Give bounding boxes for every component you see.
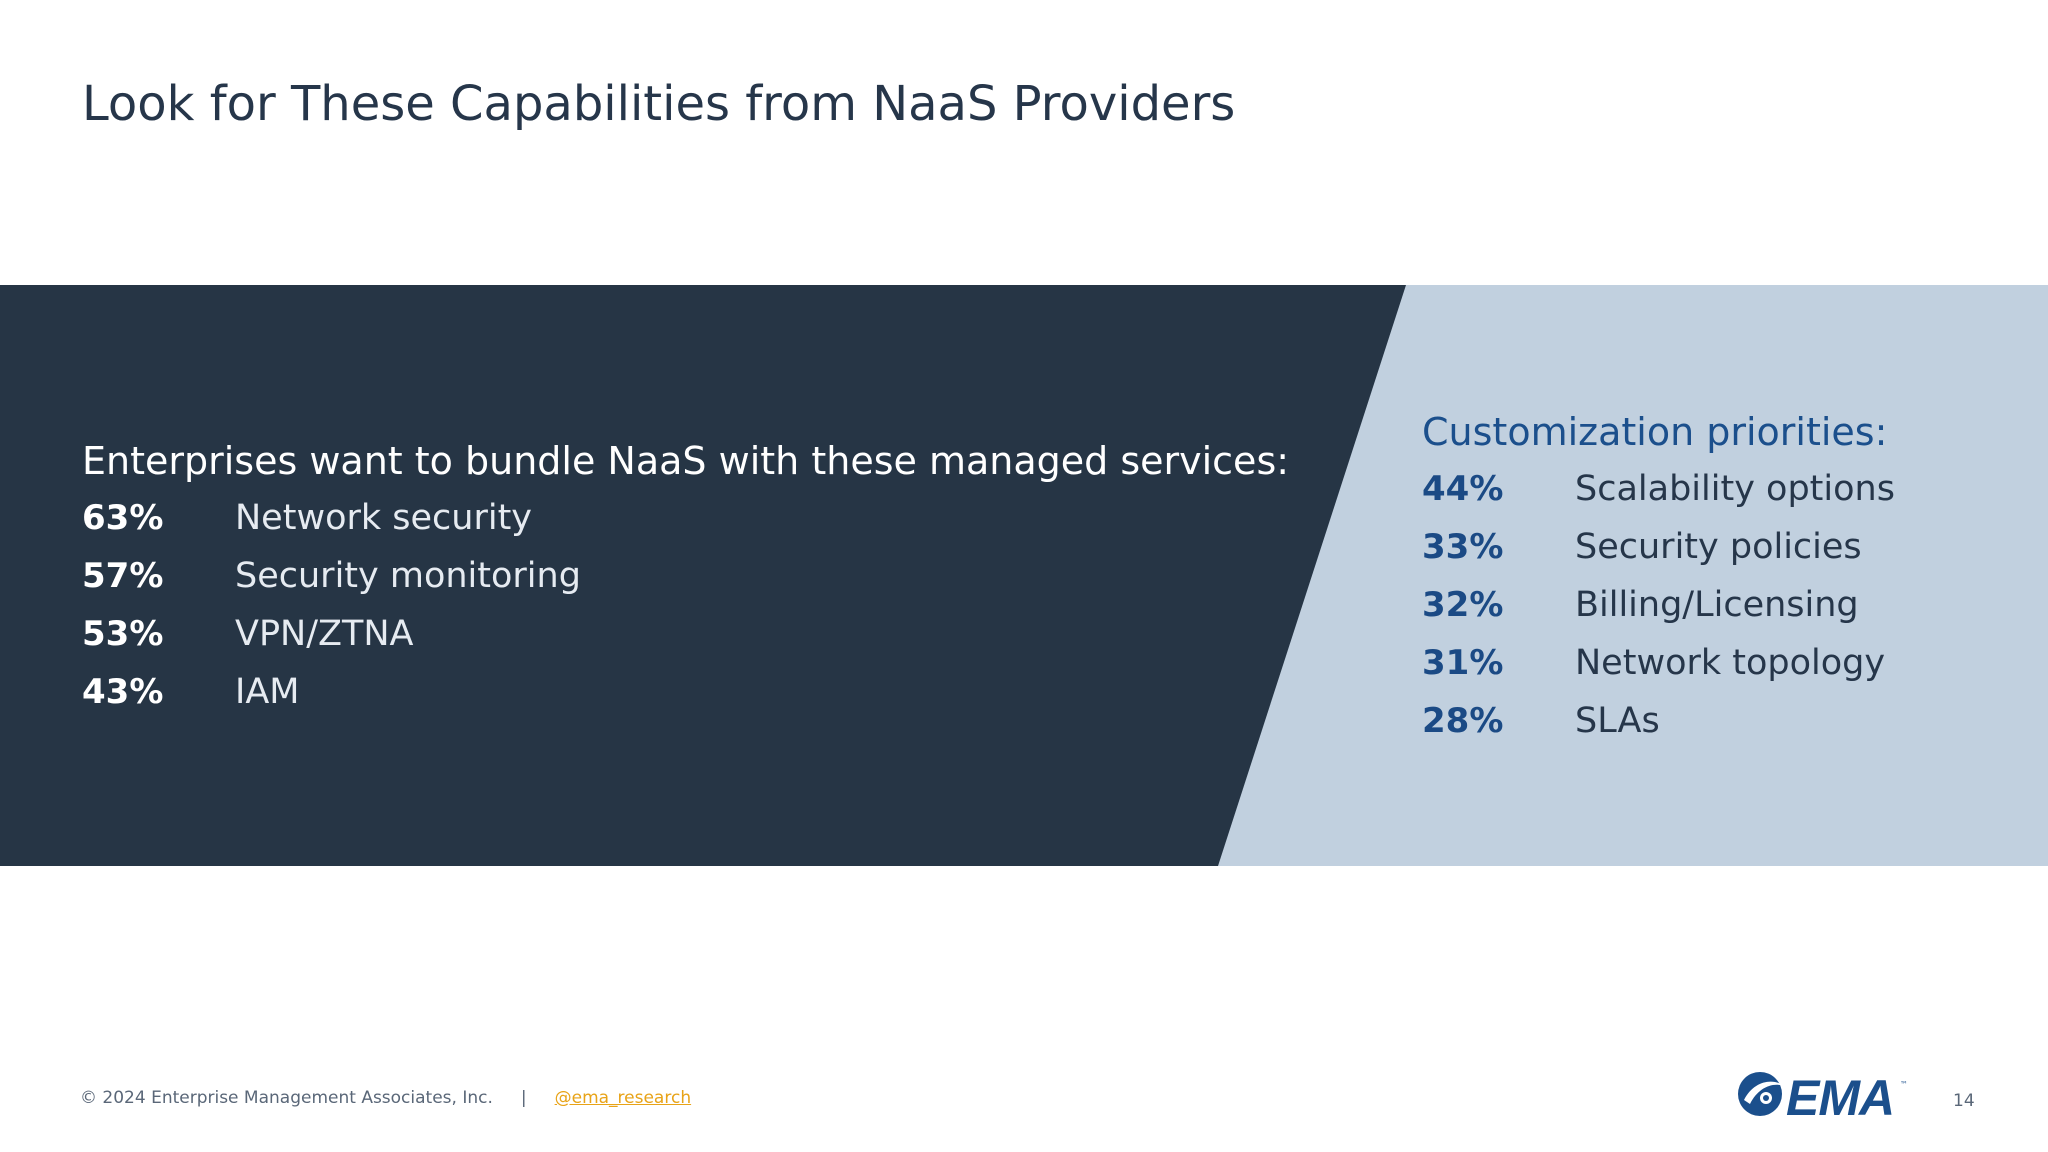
trademark-symbol: ™ <box>1900 1080 1908 1089</box>
managed-services-block: Enterprises want to bundle NaaS with the… <box>82 437 1332 721</box>
percentage: 33% <box>1422 527 1504 567</box>
ema-swoosh-icon <box>1738 1072 1784 1116</box>
priority-label: SLAs <box>1575 701 1660 741</box>
service-label: Security monitoring <box>235 556 581 596</box>
percentage: 57% <box>82 556 164 596</box>
percentage: 63% <box>82 498 164 538</box>
priority-label: Security policies <box>1575 527 1862 567</box>
dark-panel <box>0 285 1406 866</box>
ema-logo: EMA ™ <box>1736 1068 1908 1126</box>
customization-heading: Customization priorities: <box>1422 410 1888 454</box>
list-item: 28% SLAs <box>1422 692 2022 750</box>
list-item: 31% Network topology <box>1422 634 2022 692</box>
slide-title: Look for These Capabilities from NaaS Pr… <box>82 76 1236 132</box>
footer: © 2024 Enterprise Management Associates,… <box>80 1088 691 1108</box>
managed-services-heading: Enterprises want to bundle NaaS with the… <box>82 439 1290 483</box>
priority-label: Scalability options <box>1575 469 1895 509</box>
percentage: 53% <box>82 614 164 654</box>
list-item: 53% VPN/ZTNA <box>82 605 1332 663</box>
percentage: 44% <box>1422 469 1504 509</box>
band-background <box>0 285 2048 866</box>
list-item: 33% Security policies <box>1422 518 2022 576</box>
list-item: 43% IAM <box>82 663 1332 721</box>
priority-label: Billing/Licensing <box>1575 585 1859 625</box>
list-item: 63% Network security <box>82 489 1332 547</box>
priority-label: Network topology <box>1575 643 1886 683</box>
service-label: VPN/ZTNA <box>235 614 414 654</box>
footer-separator: | <box>520 1088 527 1108</box>
customization-block: Customization priorities: 44% Scalabilit… <box>1422 408 2022 750</box>
percentage: 43% <box>82 672 164 712</box>
list-item: 32% Billing/Licensing <box>1422 576 2022 634</box>
list-item: 44% Scalability options <box>1422 460 2022 518</box>
page-number: 14 <box>1953 1091 1975 1111</box>
percentage: 32% <box>1422 585 1504 625</box>
service-label: IAM <box>235 672 300 712</box>
twitter-handle-link[interactable]: @ema_research <box>554 1088 692 1108</box>
logo-wordmark: EMA <box>1786 1070 1895 1126</box>
percentage: 31% <box>1422 643 1504 683</box>
list-item: 57% Security monitoring <box>82 547 1332 605</box>
managed-services-list: 63% Network security 57% Security monito… <box>82 489 1332 721</box>
service-label: Network security <box>235 498 533 538</box>
customization-list: 44% Scalability options 33% Security pol… <box>1422 460 2022 750</box>
content-band <box>0 285 2048 866</box>
copyright-text: © 2024 Enterprise Management Associates,… <box>80 1088 493 1108</box>
percentage: 28% <box>1422 701 1504 741</box>
